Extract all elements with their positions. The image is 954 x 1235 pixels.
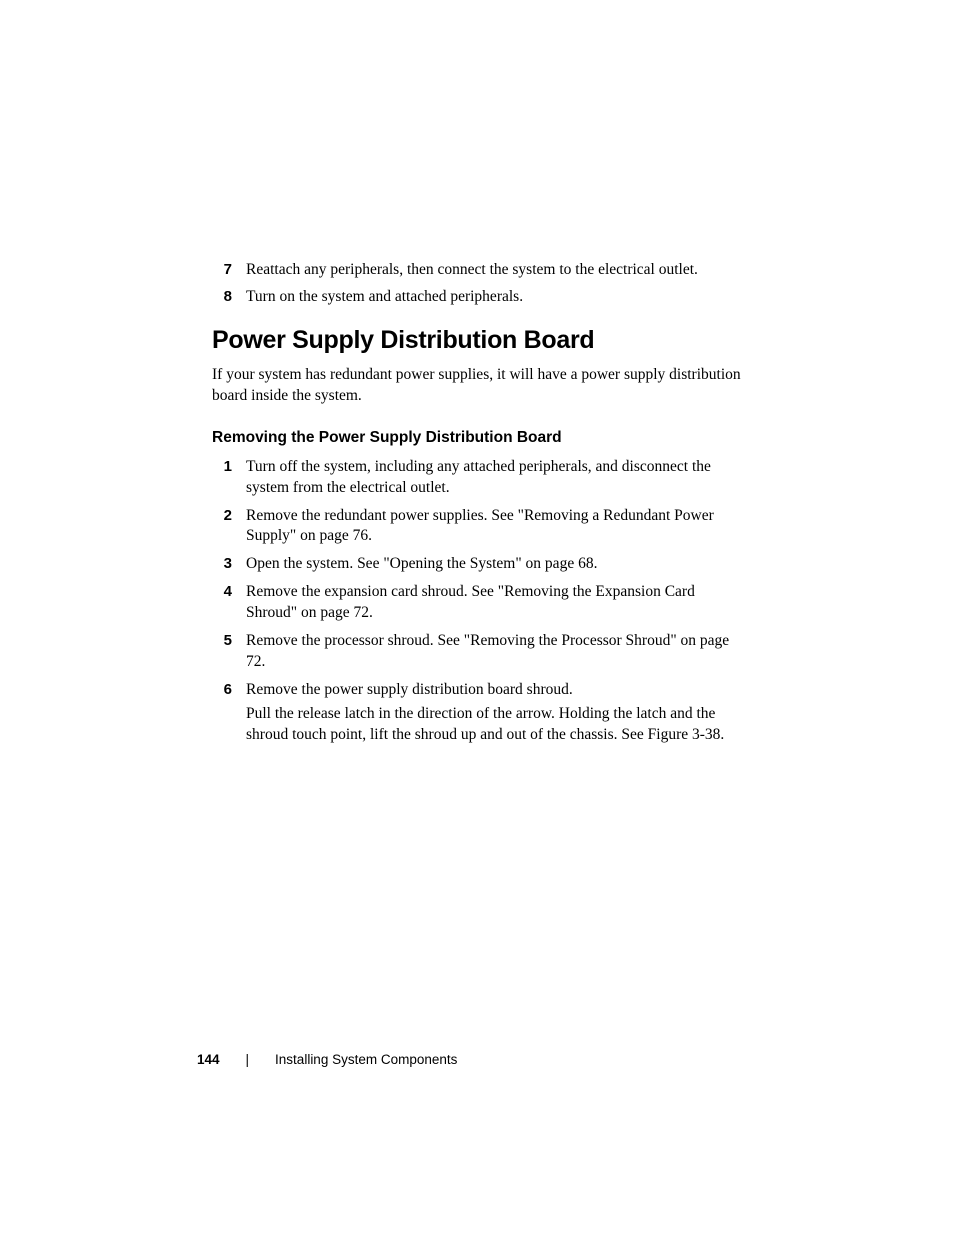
step-number: 7: [212, 260, 246, 281]
step-text: Remove the redundant power supplies. See…: [246, 506, 744, 548]
step-number: 5: [212, 631, 246, 673]
procedure-steps-list: 1 Turn off the system, including any att…: [212, 457, 744, 746]
step-number: 2: [212, 506, 246, 548]
step-paragraph: Turn off the system, including any attac…: [246, 457, 744, 499]
step-text: Turn on the system and attached peripher…: [246, 287, 744, 308]
list-item: 3 Open the system. See "Opening the Syst…: [212, 554, 744, 575]
step-paragraph: Remove the redundant power supplies. See…: [246, 506, 744, 548]
section-heading: Power Supply Distribution Board: [212, 326, 744, 355]
subsection-heading: Removing the Power Supply Distribution B…: [212, 429, 744, 447]
page-number: 144: [197, 1052, 220, 1067]
list-item: 6 Remove the power supply distribution b…: [212, 680, 744, 746]
list-item: 4 Remove the expansion card shroud. See …: [212, 582, 744, 624]
footer-section-name: Installing System Components: [275, 1052, 457, 1067]
top-steps-list: 7 Reattach any peripherals, then connect…: [212, 260, 744, 308]
step-number: 3: [212, 554, 246, 575]
list-item: 8 Turn on the system and attached periph…: [212, 287, 744, 308]
step-number: 1: [212, 457, 246, 499]
step-paragraph: Pull the release latch in the direction …: [246, 704, 744, 746]
step-number: 6: [212, 680, 246, 746]
list-item: 2 Remove the redundant power supplies. S…: [212, 506, 744, 548]
step-paragraph: Remove the expansion card shroud. See "R…: [246, 582, 744, 624]
step-text: Reattach any peripherals, then connect t…: [246, 260, 744, 281]
list-item: 5 Remove the processor shroud. See "Remo…: [212, 631, 744, 673]
step-text: Remove the processor shroud. See "Removi…: [246, 631, 744, 673]
step-text: Remove the power supply distribution boa…: [246, 680, 744, 746]
step-text: Remove the expansion card shroud. See "R…: [246, 582, 744, 624]
step-text: Open the system. See "Opening the System…: [246, 554, 744, 575]
step-number: 4: [212, 582, 246, 624]
page-content: 7 Reattach any peripherals, then connect…: [0, 0, 954, 746]
step-number: 8: [212, 287, 246, 308]
footer-divider: |: [246, 1052, 250, 1067]
list-item: 1 Turn off the system, including any att…: [212, 457, 744, 499]
section-intro-text: If your system has redundant power suppl…: [212, 365, 744, 407]
step-paragraph: Remove the power supply distribution boa…: [246, 680, 744, 701]
list-item: 7 Reattach any peripherals, then connect…: [212, 260, 744, 281]
step-text: Turn off the system, including any attac…: [246, 457, 744, 499]
page-footer: 144 | Installing System Components: [197, 1052, 457, 1067]
step-paragraph: Remove the processor shroud. See "Removi…: [246, 631, 744, 673]
step-paragraph: Open the system. See "Opening the System…: [246, 554, 744, 575]
